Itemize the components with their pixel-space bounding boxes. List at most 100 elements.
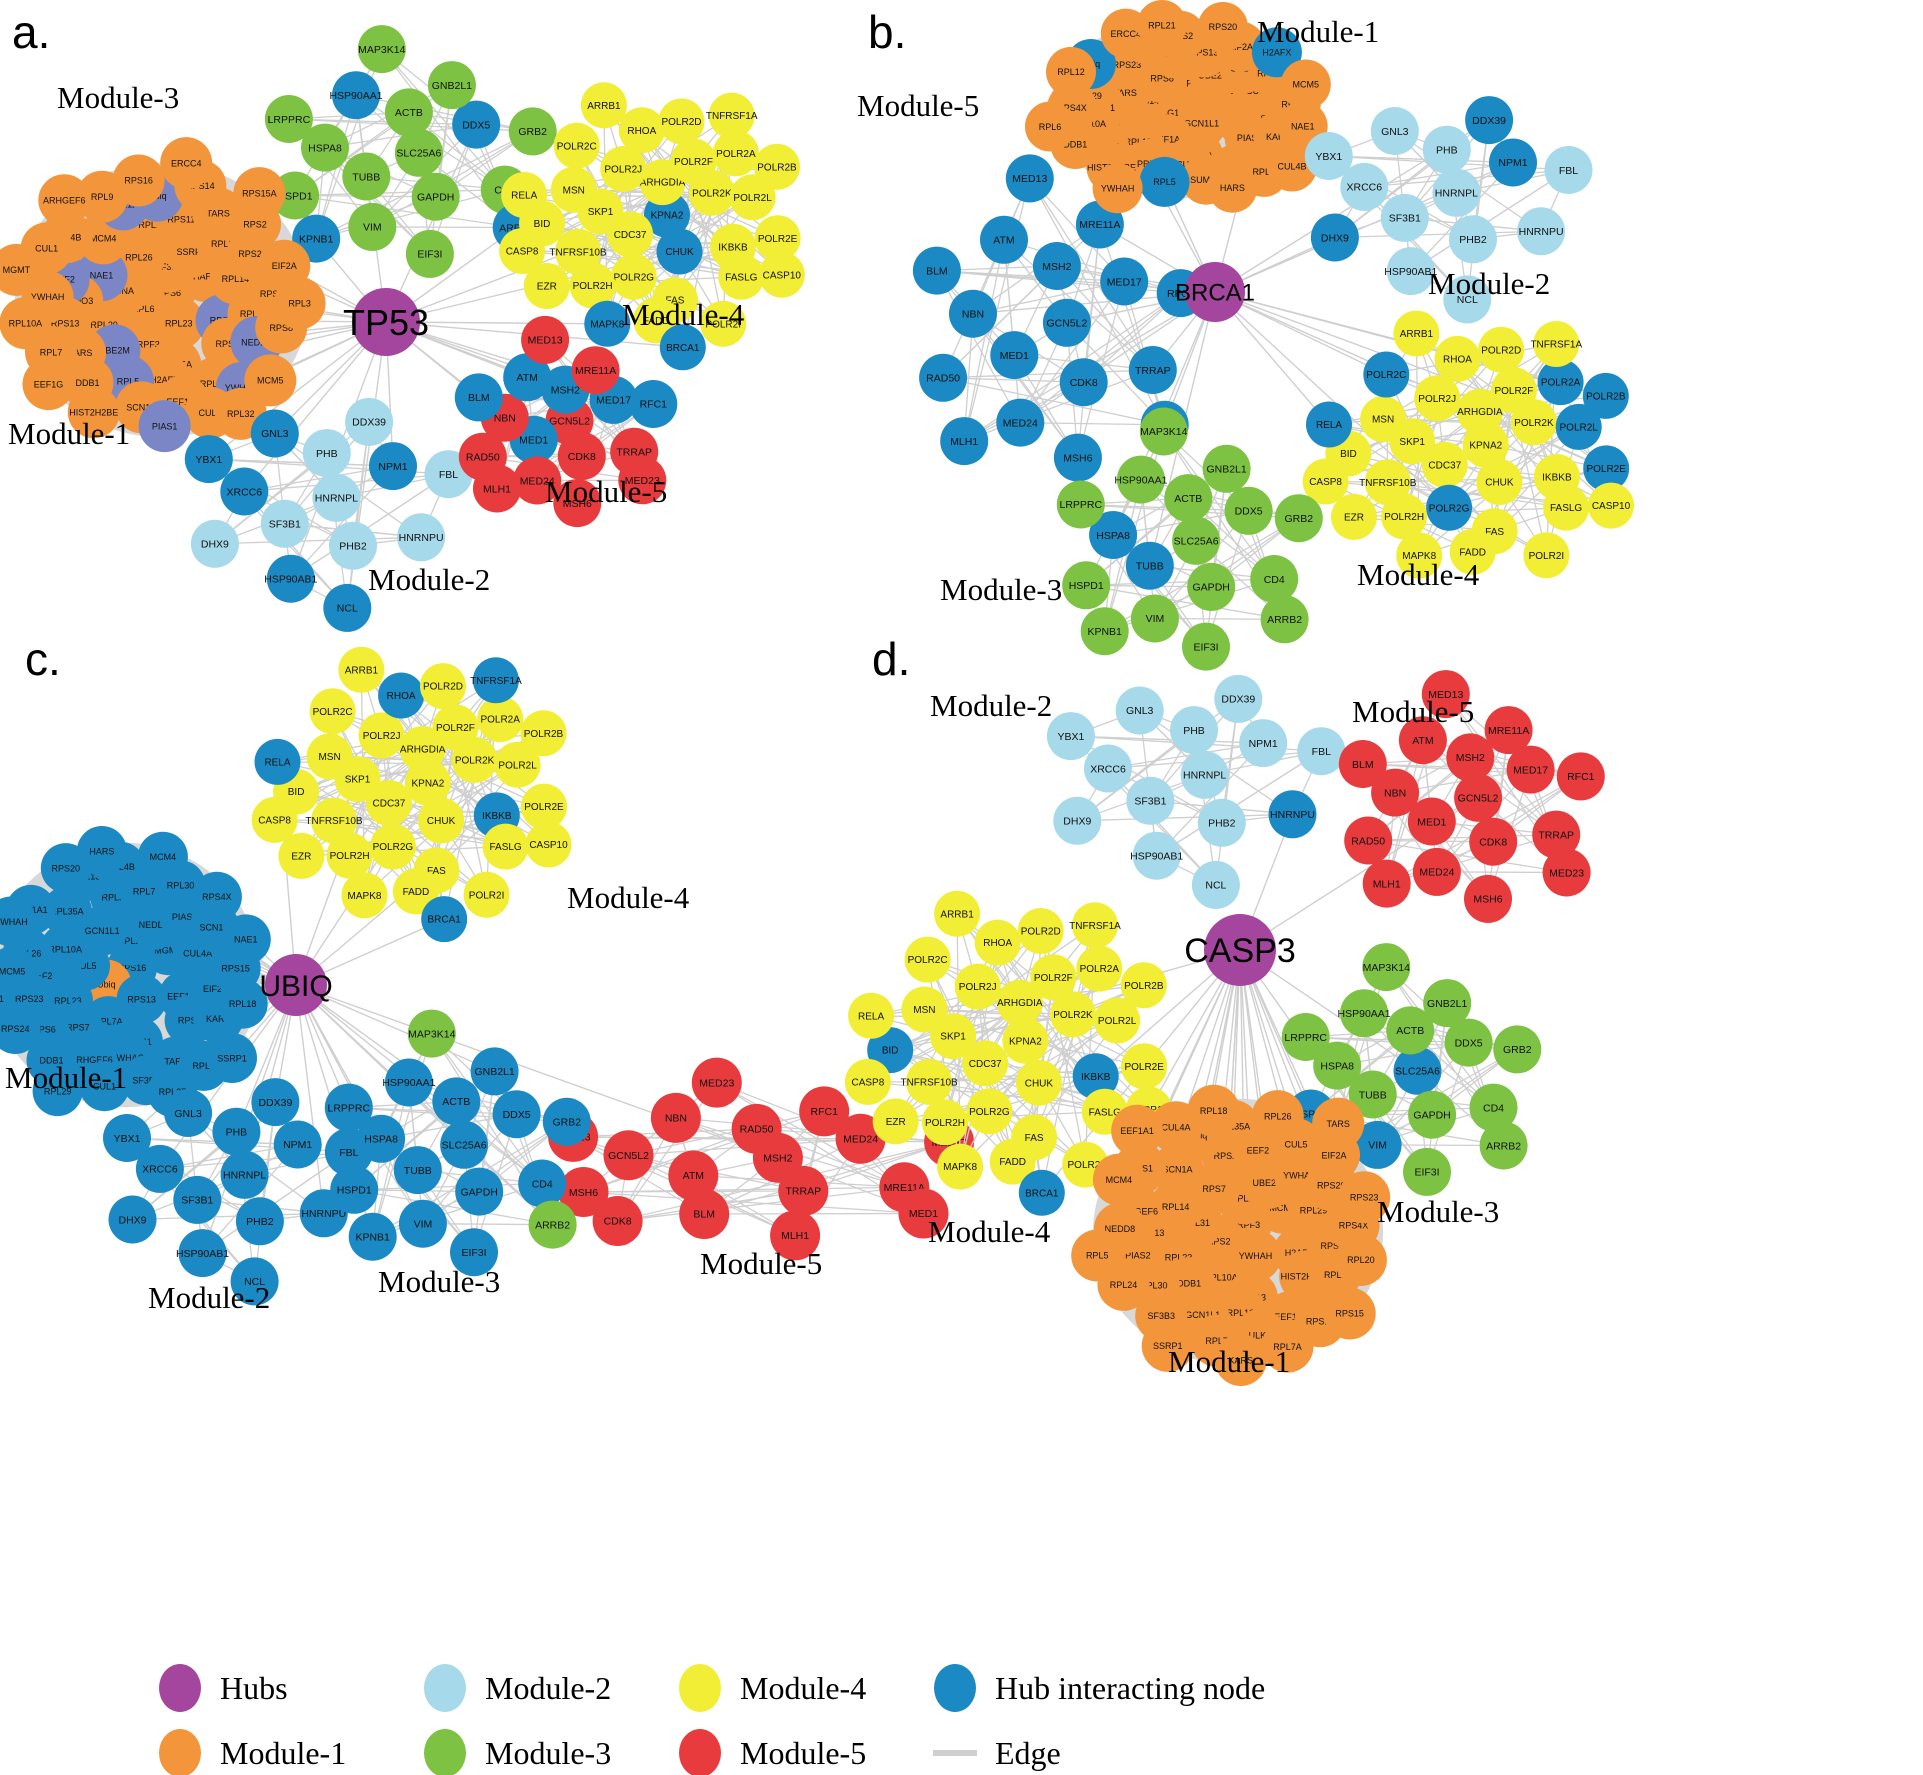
gene-node-circle[interactable] xyxy=(1348,1070,1397,1119)
hub-circle[interactable] xyxy=(352,288,420,356)
gene-node-circle[interactable] xyxy=(1111,1104,1164,1157)
gene-node-circle[interactable] xyxy=(1197,798,1246,847)
gene-node-circle[interactable] xyxy=(1464,874,1512,923)
gene-node-circle[interactable] xyxy=(1214,674,1263,723)
gene-node-circle[interactable] xyxy=(1340,162,1389,211)
gene-node-circle[interactable] xyxy=(418,797,465,844)
gene-node-circle[interactable] xyxy=(311,797,357,844)
node-NBN[interactable]: NBN xyxy=(949,289,997,338)
gene-node-circle[interactable] xyxy=(357,25,406,74)
gene-node-circle[interactable] xyxy=(1340,989,1389,1038)
gene-node-circle[interactable] xyxy=(1380,193,1429,242)
node-RPL3[interactable]: RPL3 xyxy=(273,277,326,330)
gene-node-circle[interactable] xyxy=(1164,474,1213,523)
node-MRE11A[interactable]: MRE11A xyxy=(1484,706,1533,755)
gene-node-circle[interactable] xyxy=(1139,407,1188,456)
node-GRB2[interactable]: GRB2 xyxy=(1493,1025,1542,1074)
node-DDX39[interactable]: DDX39 xyxy=(345,397,394,446)
gene-node-circle[interactable] xyxy=(954,963,1001,1010)
gene-node-circle[interactable] xyxy=(513,456,562,505)
gene-node-circle[interactable] xyxy=(659,324,706,371)
gene-node-circle[interactable] xyxy=(521,315,570,364)
node-ARRB1[interactable]: ARRB1 xyxy=(338,646,385,693)
node-DDX39[interactable]: DDX39 xyxy=(251,1078,300,1127)
gene-node-circle[interactable] xyxy=(1338,1171,1391,1224)
node-BLM[interactable]: BLM xyxy=(912,246,961,295)
gene-node-circle[interactable] xyxy=(996,979,1043,1026)
gene-node-circle[interactable] xyxy=(523,263,570,309)
gene-node-circle[interactable] xyxy=(600,146,647,192)
gene-node-circle[interactable] xyxy=(1180,750,1229,799)
gene-node-circle[interactable] xyxy=(1489,138,1537,187)
gene-node-circle[interactable] xyxy=(1465,96,1514,145)
gene-node-circle[interactable] xyxy=(712,130,759,177)
node-MED17[interactable]: MED17 xyxy=(1100,257,1149,306)
gene-node-circle[interactable] xyxy=(191,871,242,922)
gene-node-circle[interactable] xyxy=(0,243,43,296)
node-MED23[interactable]: MED23 xyxy=(691,1057,742,1108)
node-POLR2I[interactable]: POLR2I xyxy=(1523,532,1570,579)
gene-node-circle[interactable] xyxy=(398,1199,447,1248)
node-TNFRSF1A[interactable]: TNFRSF1A xyxy=(1069,902,1121,949)
node-POLR2C[interactable]: POLR2C xyxy=(553,122,600,169)
gene-node-circle[interactable] xyxy=(1139,156,1190,207)
gene-node-circle[interactable] xyxy=(393,1146,442,1195)
gene-node-circle[interactable] xyxy=(345,397,394,446)
node-HSP90AA1[interactable]: HSP90AA1 xyxy=(382,1058,436,1107)
gene-node-circle[interactable] xyxy=(244,354,297,407)
gene-node-circle[interactable] xyxy=(1092,1153,1145,1206)
gene-node-circle[interactable] xyxy=(1414,375,1461,422)
node-VIM[interactable]: VIM xyxy=(398,1199,447,1248)
gene-node-circle[interactable] xyxy=(397,513,446,562)
node-MCM4[interactable]: MCM4 xyxy=(137,831,188,882)
gene-node-circle[interactable] xyxy=(618,107,665,154)
node-POLR2H[interactable]: POLR2H xyxy=(326,832,373,879)
node-MED23[interactable]: MED23 xyxy=(1542,848,1591,897)
node-FBL[interactable]: FBL xyxy=(1544,146,1593,194)
gene-node-circle[interactable] xyxy=(1334,1234,1387,1286)
gene-node-circle[interactable] xyxy=(584,300,631,347)
node-VIM[interactable]: VIM xyxy=(348,202,397,251)
gene-node-circle[interactable] xyxy=(1444,1018,1493,1067)
gene-node-circle[interactable] xyxy=(557,432,606,481)
gene-node-circle[interactable] xyxy=(901,986,948,1033)
gene-node-circle[interactable] xyxy=(220,914,271,965)
gene-node-circle[interactable] xyxy=(1446,733,1495,782)
node-RPL5[interactable]: RPL5 xyxy=(1071,1229,1124,1282)
gene-node-circle[interactable] xyxy=(357,1114,406,1163)
node-CDK8[interactable]: CDK8 xyxy=(557,432,606,481)
node-POLR2B[interactable]: POLR2B xyxy=(1582,372,1629,419)
gene-node-circle[interactable] xyxy=(421,896,468,943)
node-YWHAH[interactable]: YWHAH xyxy=(1092,163,1143,214)
gene-node-circle[interactable] xyxy=(378,672,425,719)
gene-node-circle[interactable] xyxy=(432,704,479,751)
node-PHB2[interactable]: PHB2 xyxy=(1197,798,1246,847)
gene-node-circle[interactable] xyxy=(770,1210,821,1261)
gene-node-circle[interactable] xyxy=(966,1088,1013,1135)
gene-node-circle[interactable] xyxy=(550,166,597,213)
gene-node-circle[interactable] xyxy=(1050,991,1096,1038)
gene-node-circle[interactable] xyxy=(301,123,349,172)
node-GNB2L1[interactable]: GNB2L1 xyxy=(427,61,476,110)
node-RHOA[interactable]: RHOA xyxy=(618,107,665,154)
gene-node-circle[interactable] xyxy=(1062,561,1111,610)
node-CDK8[interactable]: CDK8 xyxy=(592,1196,643,1246)
gene-node-circle[interactable] xyxy=(494,741,541,788)
gene-node-circle[interactable] xyxy=(427,61,476,110)
gene-node-circle[interactable] xyxy=(348,1212,397,1261)
node-RAD50[interactable]: RAD50 xyxy=(919,353,968,402)
node-POLR2D[interactable]: POLR2D xyxy=(420,663,466,710)
gene-node-circle[interactable] xyxy=(164,1089,213,1137)
gene-node-circle[interactable] xyxy=(520,710,567,757)
node-CDK8[interactable]: CDK8 xyxy=(1469,817,1518,866)
gene-node-circle[interactable] xyxy=(503,353,552,402)
gene-node-circle[interactable] xyxy=(348,202,397,251)
gene-node-circle[interactable] xyxy=(330,1165,379,1214)
node-SLC25A6[interactable]: SLC25A6 xyxy=(1393,1046,1442,1095)
gene-node-circle[interactable] xyxy=(906,1058,953,1105)
hub-node-CASP3[interactable]: CASP3 xyxy=(1184,914,1296,986)
node-RELA[interactable]: RELA xyxy=(1306,401,1352,448)
gene-node-circle[interactable] xyxy=(67,386,120,439)
node-TRRAP[interactable]: TRRAP xyxy=(1128,346,1177,394)
gene-node-circle[interactable] xyxy=(440,1120,489,1169)
